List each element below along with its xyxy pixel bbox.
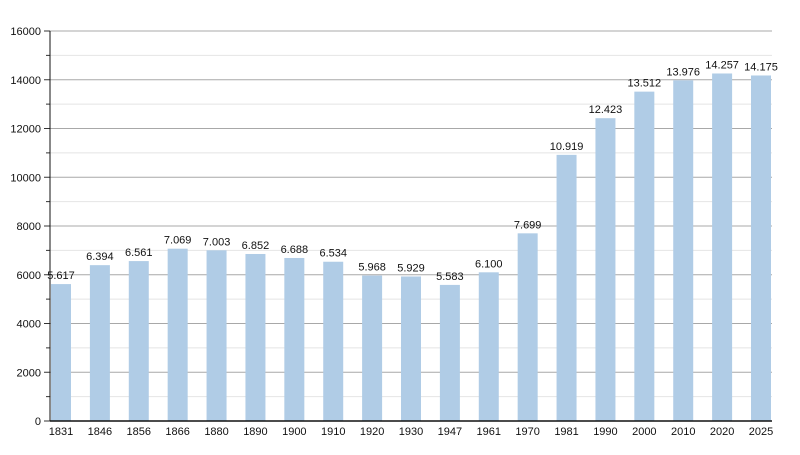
bar <box>673 80 694 422</box>
data-label: 12.423 <box>589 104 623 116</box>
x-tick-label: 2010 <box>671 426 695 438</box>
y-tick-label: 10000 <box>10 172 41 184</box>
data-label: 13.512 <box>628 78 662 90</box>
data-label: 13.976 <box>666 66 700 78</box>
y-tick-label: 16000 <box>10 26 41 38</box>
x-tick-label: 1856 <box>127 426 151 438</box>
x-tick-label: 1900 <box>282 426 306 438</box>
bar <box>362 275 383 421</box>
data-label: 6.534 <box>319 248 347 260</box>
bar <box>751 75 771 421</box>
x-tick-label: 2025 <box>749 426 773 438</box>
data-label: 14.175 <box>744 61 778 73</box>
bar <box>206 250 227 421</box>
x-tick-label: 1846 <box>88 426 112 438</box>
x-tick-label: 1990 <box>593 426 617 438</box>
x-tick-label: 1910 <box>321 426 345 438</box>
x-tick-label: 1970 <box>515 426 539 438</box>
data-label: 6.852 <box>242 240 270 252</box>
data-label: 6.394 <box>86 251 114 263</box>
x-tick-label: 1981 <box>554 426 578 438</box>
x-tick-label: 1880 <box>204 426 228 438</box>
bar <box>595 118 616 421</box>
bar <box>245 253 266 421</box>
y-tick-label: 6000 <box>17 270 41 282</box>
y-tick-label: 0 <box>35 416 41 428</box>
data-label: 14.257 <box>705 59 739 71</box>
data-label: 6.688 <box>281 244 309 256</box>
data-label: 10.919 <box>550 141 584 153</box>
bar <box>401 276 421 421</box>
bar <box>439 284 460 421</box>
x-tick-label: 1961 <box>477 426 501 438</box>
bar <box>517 233 538 421</box>
data-label: 6.100 <box>475 258 503 270</box>
x-tick-label: 1930 <box>399 426 423 438</box>
y-tick-label: 4000 <box>17 319 41 331</box>
data-label: 7.003 <box>203 236 231 248</box>
bar <box>712 73 733 421</box>
bar <box>51 284 71 421</box>
x-tick-label: 1866 <box>165 426 189 438</box>
x-tick-label: 1831 <box>49 426 73 438</box>
data-label: 6.561 <box>125 247 153 259</box>
x-tick-label: 1947 <box>438 426 462 438</box>
x-tick-label: 1890 <box>243 426 267 438</box>
y-tick-label: 14000 <box>10 75 41 87</box>
x-tick-label: 2020 <box>710 426 734 438</box>
y-tick-label: 12000 <box>10 124 41 136</box>
data-label: 7.699 <box>514 219 542 231</box>
bar <box>634 91 655 422</box>
data-label: 5.968 <box>358 262 386 274</box>
bar <box>556 154 577 422</box>
data-label: 5.929 <box>397 262 425 274</box>
bar <box>323 261 344 421</box>
bar <box>167 248 188 421</box>
x-tick-label: 2000 <box>632 426 656 438</box>
bar <box>284 257 305 421</box>
bar <box>478 272 499 421</box>
data-label: 7.069 <box>164 235 192 247</box>
y-tick-label: 2000 <box>17 367 41 379</box>
x-tick-label: 1920 <box>360 426 384 438</box>
bar <box>128 261 149 421</box>
data-label: 5.617 <box>47 270 75 282</box>
bar <box>89 265 110 421</box>
data-label: 5.583 <box>436 271 464 283</box>
y-tick-label: 8000 <box>17 221 41 233</box>
